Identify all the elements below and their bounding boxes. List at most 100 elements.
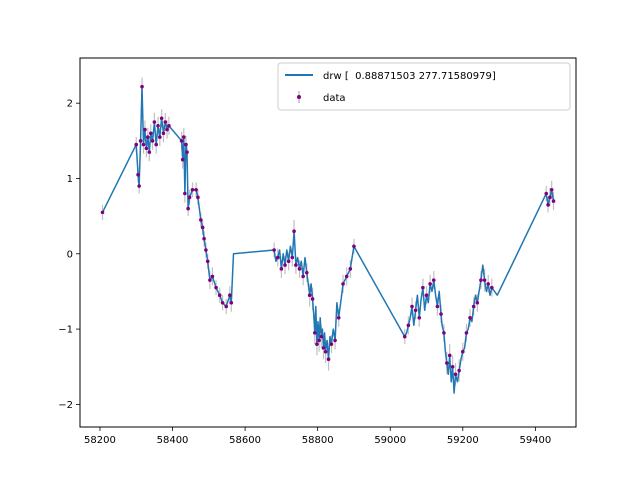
data-point — [136, 172, 140, 177]
data-point — [471, 304, 476, 309]
data-point — [442, 331, 446, 335]
data-point — [220, 300, 225, 305]
y-axis-ticks: −2 −1 0 1 2 — [58, 99, 80, 411]
data-point — [224, 304, 229, 309]
data-point — [150, 139, 155, 143]
data-point — [184, 142, 188, 147]
data-point — [290, 255, 295, 260]
data-point — [486, 282, 490, 286]
data-point — [146, 135, 150, 139]
data-point — [431, 278, 436, 282]
data-point — [490, 285, 494, 290]
data-point — [229, 300, 234, 305]
data-point — [143, 127, 147, 132]
data-point — [134, 142, 139, 147]
data-point — [546, 203, 550, 207]
data-point — [167, 123, 171, 128]
data-point — [326, 357, 331, 362]
x-tick-label: 59400 — [519, 435, 551, 446]
data-point — [312, 331, 317, 335]
data-point — [544, 191, 549, 196]
data-point — [468, 316, 472, 320]
y-tick-label: −1 — [58, 325, 73, 336]
data-point — [158, 135, 162, 139]
data-point — [275, 255, 280, 260]
data-point — [435, 304, 440, 309]
data-point — [228, 293, 232, 298]
data-point — [428, 282, 432, 286]
x-tick-label: 59000 — [374, 435, 406, 446]
x-tick-label: 58600 — [229, 435, 261, 446]
data-point — [315, 342, 319, 346]
data-point — [319, 334, 324, 339]
data-point — [348, 267, 353, 271]
data-point — [450, 364, 455, 369]
legend-box — [277, 62, 571, 111]
data-point — [181, 135, 186, 139]
data-point — [453, 372, 458, 377]
y-tick-label: 2 — [67, 99, 73, 110]
data-point — [475, 300, 480, 305]
data-point — [439, 312, 443, 316]
data-point — [464, 331, 469, 335]
data-point — [421, 285, 425, 290]
legend: drw [ 0.88871503 277.71580979] data — [277, 62, 571, 111]
data-point — [551, 199, 556, 203]
data-point — [202, 236, 206, 241]
drw-line — [101, 85, 555, 394]
data-point — [183, 191, 187, 196]
data-point — [204, 248, 208, 252]
data-point — [344, 274, 349, 279]
data-point — [336, 316, 341, 320]
data-point — [161, 131, 166, 136]
data-point — [286, 259, 291, 264]
legend-label-drw: drw [ 0.88871503 277.71580979] — [323, 71, 496, 82]
data-point — [307, 293, 312, 298]
data-point — [190, 187, 195, 192]
data-point — [283, 263, 287, 267]
data-point — [138, 139, 143, 143]
data-point — [208, 278, 212, 282]
x-tick-label: 58400 — [157, 435, 189, 446]
data-point — [417, 316, 422, 320]
data-point — [137, 184, 141, 188]
data-point — [304, 270, 309, 275]
data-point — [186, 206, 190, 211]
data-point — [187, 195, 192, 200]
data-point — [549, 187, 554, 192]
x-tick-label: 59200 — [447, 435, 479, 446]
data-point — [460, 349, 465, 354]
lines-layer — [101, 85, 555, 394]
data-point — [482, 278, 487, 282]
axes-frame — [79, 57, 577, 428]
plot-area — [100, 77, 556, 394]
data-point — [548, 195, 552, 200]
points-layer — [100, 84, 556, 377]
data-point — [333, 338, 337, 343]
data-point — [406, 323, 411, 328]
data-point — [317, 338, 321, 343]
data-point — [413, 308, 418, 313]
data-point — [200, 225, 205, 230]
data-point — [159, 116, 164, 121]
data-point — [457, 368, 461, 373]
y-tick-label: 0 — [67, 249, 73, 260]
data-point — [352, 244, 356, 249]
data-point — [156, 123, 160, 128]
data-point — [154, 142, 158, 147]
data-point — [100, 210, 105, 215]
data-point — [292, 229, 296, 234]
data-point — [301, 274, 305, 279]
data-point — [165, 127, 169, 132]
x-axis-ticks: 58200 58400 58600 58800 59000 59200 59400 — [84, 427, 551, 446]
data-point — [217, 293, 222, 298]
data-point — [479, 278, 483, 282]
data-point — [424, 293, 429, 298]
x-tick-label: 58800 — [302, 435, 334, 446]
data-point — [410, 304, 414, 309]
data-point — [294, 263, 298, 267]
x-tick-label: 58200 — [84, 435, 116, 446]
data-point — [144, 146, 149, 151]
data-point — [341, 282, 345, 286]
